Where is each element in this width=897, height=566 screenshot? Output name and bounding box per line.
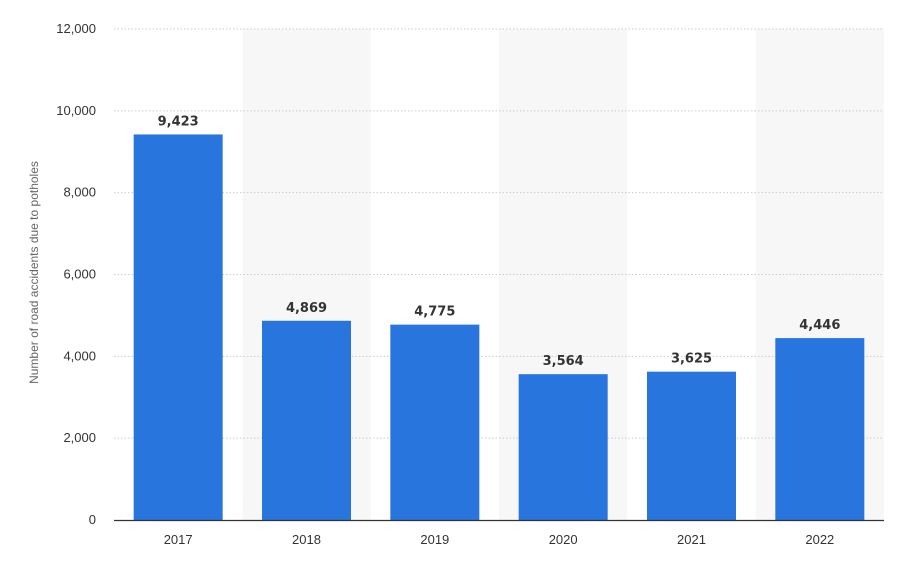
data-label: 4,775 — [414, 305, 455, 320]
gridlines — [114, 28, 884, 439]
data-label: 3,625 — [671, 352, 712, 367]
bar[interactable] — [262, 320, 351, 520]
y-tick-label: 6,000 — [63, 267, 96, 282]
x-tick-label: 2018 — [292, 532, 321, 547]
x-tick-label: 2022 — [805, 532, 834, 547]
bar[interactable] — [133, 134, 223, 520]
bar[interactable] — [390, 324, 480, 520]
x-tick-label: 2019 — [420, 532, 449, 547]
data-labels: 9,423 4,869 4,775 3,564 3,625 4,446 — [158, 114, 841, 369]
data-label: 9,423 — [158, 114, 199, 129]
x-tick-label: 2020 — [549, 532, 578, 547]
bars — [133, 134, 865, 520]
data-label: 4,446 — [799, 318, 840, 333]
y-tick-label: 4,000 — [63, 348, 96, 363]
y-tick-label: 10,000 — [56, 103, 96, 118]
x-tick-label: 2021 — [677, 532, 706, 547]
x-axis-ticks: 2017 2018 2019 2020 2021 2022 — [164, 532, 835, 547]
y-tick-label: 8,000 — [63, 185, 96, 200]
y-tick-label: 0 — [89, 512, 96, 527]
bar[interactable] — [647, 371, 736, 520]
y-tick-label: 12,000 — [56, 21, 96, 36]
bar[interactable] — [775, 338, 865, 520]
bar[interactable] — [518, 374, 608, 520]
y-axis-ticks: 0 2,000 4,000 6,000 8,000 10,000 12,000 — [56, 21, 96, 527]
y-tick-label: 2,000 — [63, 430, 96, 445]
data-label: 3,564 — [543, 354, 584, 369]
y-axis-title: Number of road accidents due to potholes — [27, 161, 41, 384]
data-label: 4,869 — [286, 301, 327, 316]
x-tick-label: 2017 — [164, 532, 193, 547]
